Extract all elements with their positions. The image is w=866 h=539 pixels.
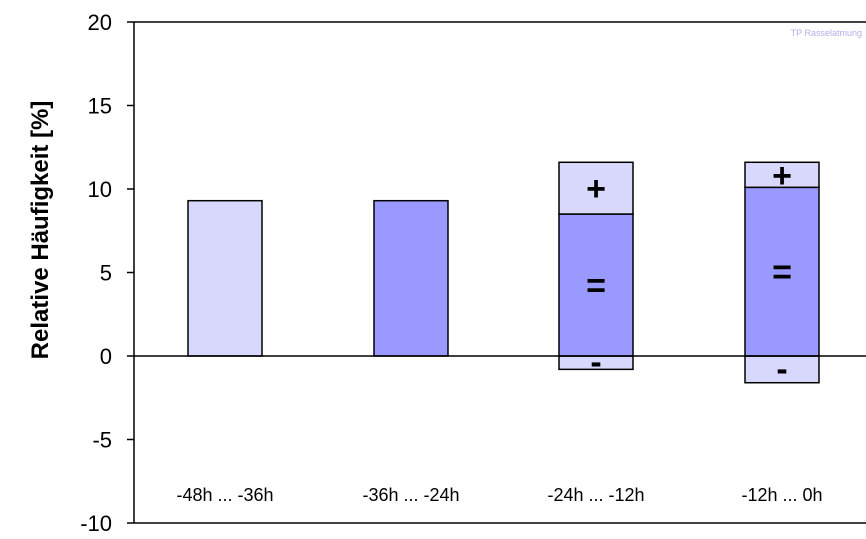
y-tick-label: -10: [80, 511, 112, 536]
y-axis-label: Relative Häufigkeit [%]: [27, 101, 54, 360]
segment-sign-label: =: [586, 267, 606, 305]
watermark: TP Rasselatmung: [791, 28, 862, 38]
y-tick-label: 0: [100, 344, 112, 369]
y-tick-label: 5: [100, 261, 112, 286]
plot-area: -10 -5 0 5 10 15 20 - = + - = + -48h ... -36h -36h ...…: [80, 10, 866, 536]
segment-sign-label: =: [772, 254, 792, 292]
y-tick-label: 20: [88, 10, 112, 35]
category-label: -36h ... -24h: [362, 485, 459, 505]
y-tick-label: -5: [92, 428, 112, 453]
bar-segment: [558, 213, 634, 357]
bar-segment: [373, 199, 449, 357]
segment-sign-label: -: [776, 350, 787, 388]
segment-sign-label: +: [772, 157, 792, 195]
y-tick-label: 15: [88, 94, 112, 119]
bar-segment: [187, 199, 263, 357]
category-label: -24h ... -12h: [547, 485, 644, 505]
bar-segment: [744, 355, 820, 384]
segment-sign-label: +: [586, 170, 606, 208]
category-label: -48h ... -36h: [176, 485, 273, 505]
bar-segment: [558, 161, 634, 215]
segment-sign-label: -: [590, 344, 601, 382]
category-label: -12h ... 0h: [741, 485, 822, 505]
y-tick-label: 10: [88, 177, 112, 202]
bar-segment: [744, 161, 820, 189]
